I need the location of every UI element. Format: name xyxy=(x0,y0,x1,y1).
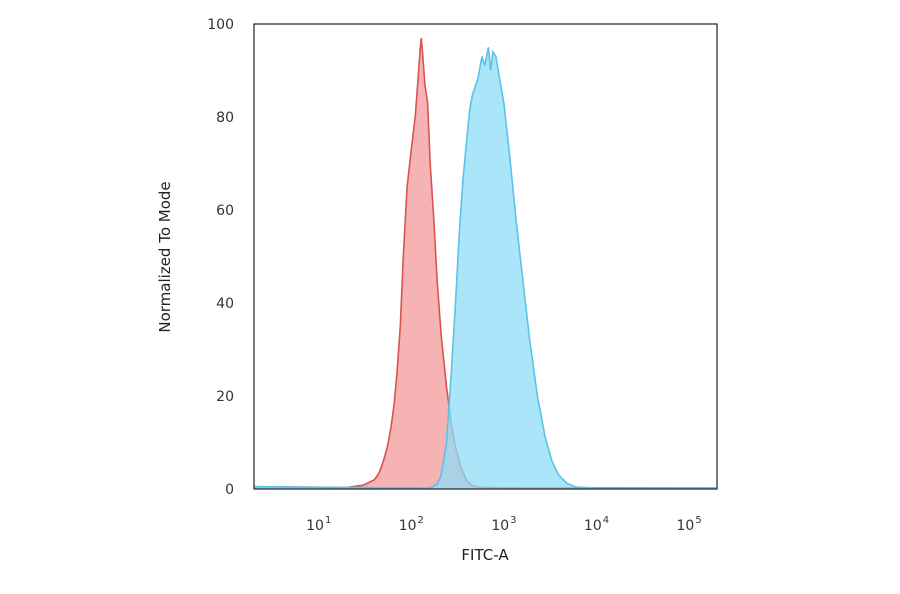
y-tick-label: 100 xyxy=(207,17,234,33)
y-tick-label: 20 xyxy=(216,389,234,405)
x-tick-label: 104 xyxy=(584,515,609,534)
x-tick-label: 102 xyxy=(399,515,424,534)
x-tick-label: 101 xyxy=(306,515,331,534)
x-axis-ticks: 101 102 103 104 105 xyxy=(306,515,702,534)
y-axis-ticks: 0 20 40 60 80 100 xyxy=(207,17,234,498)
y-tick-label: 80 xyxy=(216,110,234,126)
x-tick-label: 103 xyxy=(491,515,516,534)
x-axis-title: FITC-A xyxy=(461,546,509,564)
plot-frame xyxy=(253,23,718,490)
y-tick-label: 60 xyxy=(216,203,234,219)
x-tick-label: 105 xyxy=(677,515,702,534)
series-2-line xyxy=(253,47,717,489)
series-2-area xyxy=(254,47,717,490)
series-layer xyxy=(253,37,718,490)
y-tick-label: 40 xyxy=(216,296,234,312)
y-axis-title: Normalized To Mode xyxy=(156,181,174,332)
y-tick-label: 0 xyxy=(225,482,234,498)
